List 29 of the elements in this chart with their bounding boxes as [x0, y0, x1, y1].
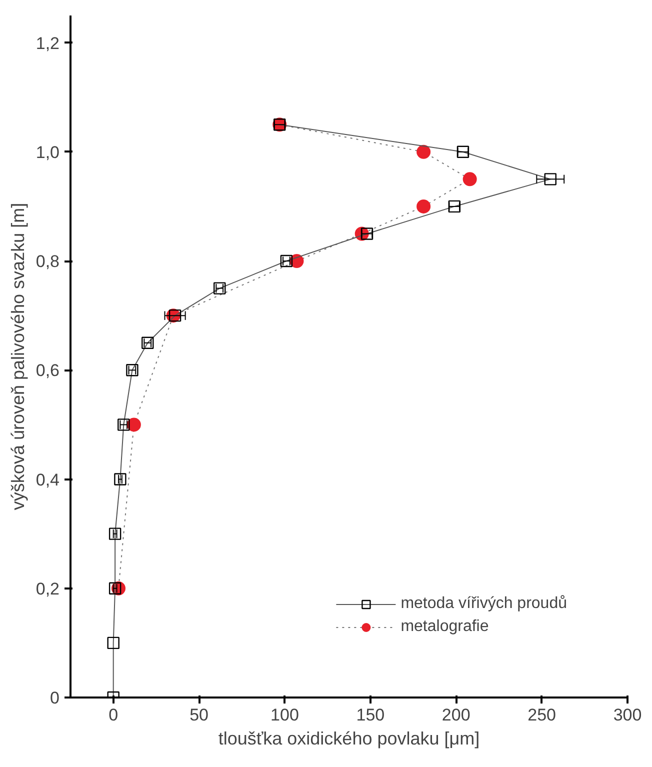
- y-tick-label: 0,4: [36, 470, 60, 490]
- x-tick-label: 50: [190, 706, 209, 724]
- x-tick-label: 250: [528, 706, 556, 724]
- y-tick-label: 0: [50, 688, 60, 708]
- x-tick-label: 0: [108, 706, 118, 724]
- x-tick-label: 150: [356, 706, 385, 724]
- point: [416, 144, 431, 159]
- y-tick-label: 0,2: [36, 579, 60, 598]
- y-tick-label: 0,6: [36, 361, 60, 380]
- point: [107, 636, 120, 650]
- x-tick-label: 200: [442, 706, 470, 724]
- legend-label: metalografie: [400, 618, 489, 636]
- legend-label: metoda vířivých proudů: [400, 595, 567, 613]
- y-tick-label: 0,8: [36, 252, 60, 272]
- point: [544, 173, 556, 186]
- point: [108, 582, 122, 594]
- x-tick-label: 300: [613, 706, 642, 724]
- y-tick-label: 1,0: [36, 142, 60, 162]
- point: [108, 528, 122, 540]
- y-axis-title: výšková úroveň palivového svazku [m]: [8, 202, 28, 510]
- point: [126, 418, 141, 432]
- point: [416, 199, 431, 214]
- x-axis-title: tloušťka oxidického povlaku [μm]: [218, 728, 480, 748]
- point: [168, 309, 182, 322]
- point: [462, 172, 477, 186]
- point: [280, 254, 293, 268]
- point: [114, 473, 126, 486]
- x-tick-label: 100: [270, 706, 299, 724]
- y-tick-label: 1,2: [36, 34, 60, 53]
